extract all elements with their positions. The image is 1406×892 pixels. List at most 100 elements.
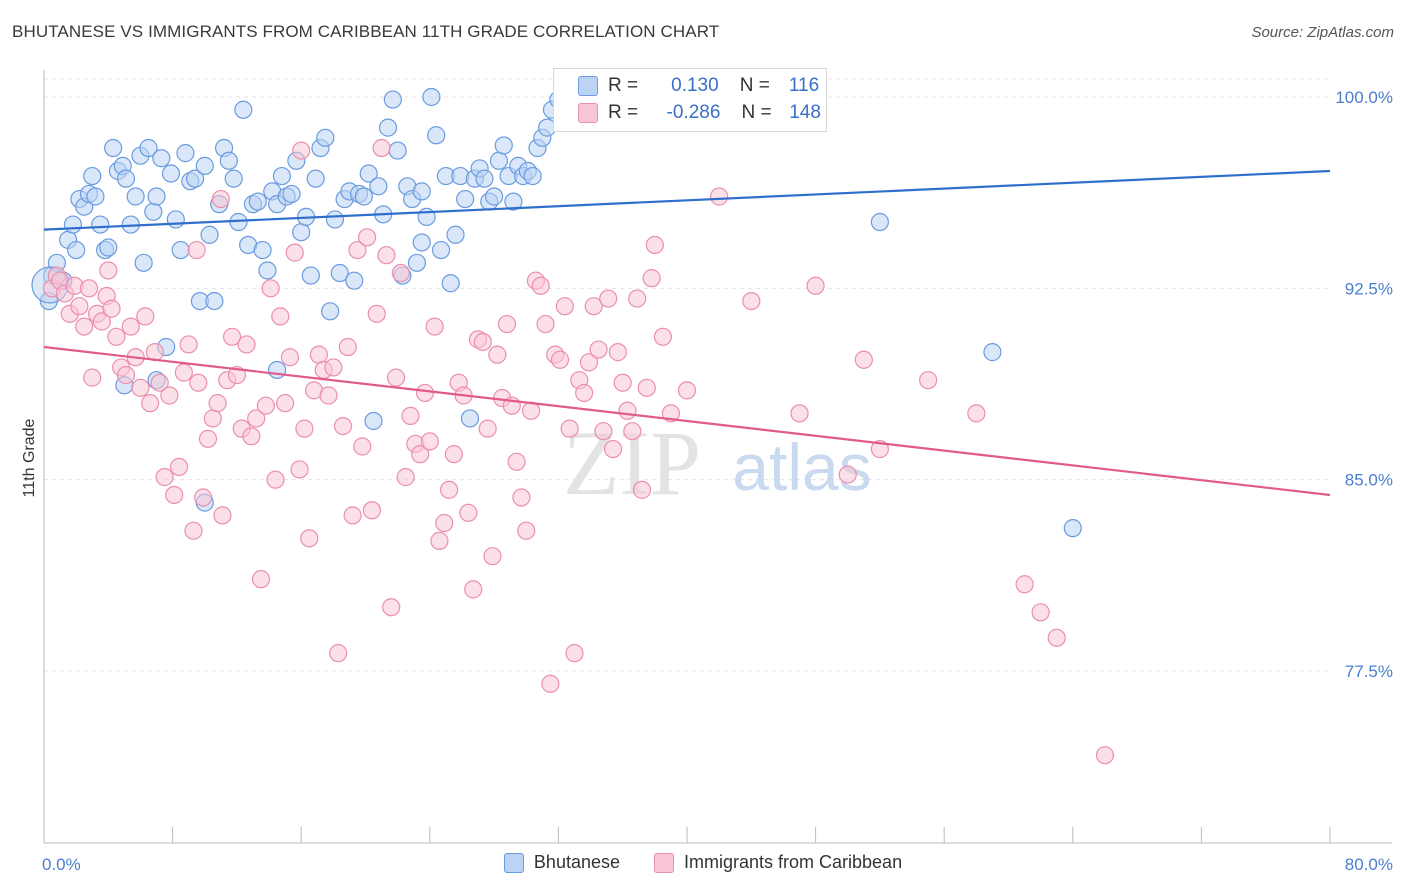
data-point [599,289,618,308]
data-point [301,266,320,285]
data-point [446,225,465,244]
data-point [431,240,451,260]
data-point [329,644,348,663]
data-point [266,470,285,489]
data-point [348,240,367,260]
x-tick-labels: 0.0% 80.0% [42,855,1393,874]
data-point [742,291,761,311]
data-point [324,358,343,377]
data-point [441,274,460,293]
data-point [285,243,304,262]
data-point [86,187,105,206]
data-point [555,297,574,316]
data-point [401,406,420,425]
data-point [63,215,83,234]
data-point [507,452,526,471]
data-point [613,373,632,392]
data-point [367,304,386,323]
data-point [838,465,857,484]
pink-swatch [654,852,674,873]
data-point [456,189,475,209]
data-point [184,521,203,540]
data-point [560,419,579,438]
data-point [550,350,570,369]
data-point [121,317,140,336]
n-label: N = [741,102,772,123]
data-point [237,335,256,354]
data-point [169,457,189,477]
data-point [364,411,383,431]
n-label: N = [739,75,770,96]
data-point [460,409,480,428]
data-point [186,169,205,188]
data-point [136,307,155,326]
data-point [160,386,179,405]
data-point [435,513,454,533]
data-point [1063,519,1082,538]
data-point [354,187,373,206]
data-point [415,383,435,403]
x-tick-label: 0.0% [42,855,81,874]
y-tick-label: 92.5% [1345,279,1393,298]
data-point [248,192,267,211]
data-point [1047,628,1066,647]
data-point [261,279,280,298]
data-point [653,327,672,346]
data-point [219,151,238,170]
data-point [251,570,271,589]
blue-swatch [578,76,598,96]
data-point [369,177,388,196]
data-point [459,503,478,522]
data-point [321,302,340,321]
y-tick-labels: 100.0% 92.5% 85.0% 77.5% [1335,88,1393,681]
data-point [116,169,136,188]
r-value: -0.286 [666,102,721,123]
data-point [1015,575,1034,594]
data-point [79,279,99,298]
data-point [75,317,94,336]
data-point [276,394,295,413]
data-point [316,128,335,147]
data-point [494,136,513,155]
data-point [161,164,181,183]
data-point [343,506,362,525]
data-point [603,439,623,459]
series-caribbean [42,87,1115,765]
chart-title: BHUTANESE VS IMMIGRANTS FROM CARIBBEAN 1… [12,22,720,41]
data-point [536,314,555,334]
r-value: 0.130 [671,75,719,96]
trend-line [43,169,1331,231]
data-point [391,263,410,283]
data-point [478,419,497,438]
legend-row-bhutanese: R = 0.130 N = 116 [578,73,819,99]
data-point [280,348,300,367]
data-point [710,187,729,206]
trend-lines [43,169,1331,497]
data-point [485,187,504,206]
data-point [575,383,594,403]
data-point [806,276,825,295]
data-point [272,166,292,186]
data-point [489,151,509,170]
data-point [422,87,441,107]
data-point [295,419,314,438]
pink-swatch [578,103,598,123]
data-point [870,439,890,459]
trend-line [43,345,1331,497]
data-point [306,169,325,188]
data-point [512,488,531,507]
data-point [618,401,637,420]
data-point [144,202,163,221]
axes [43,70,1392,844]
data-point [104,138,123,158]
data-point [134,253,153,272]
data-point [517,521,536,540]
data-point [189,373,208,392]
data-point [140,394,160,413]
data-point [407,253,427,272]
data-point [579,353,599,372]
data-point [430,531,449,550]
data-point [345,271,364,290]
legend-label: Bhutanese [533,852,620,872]
data-point [116,365,136,385]
